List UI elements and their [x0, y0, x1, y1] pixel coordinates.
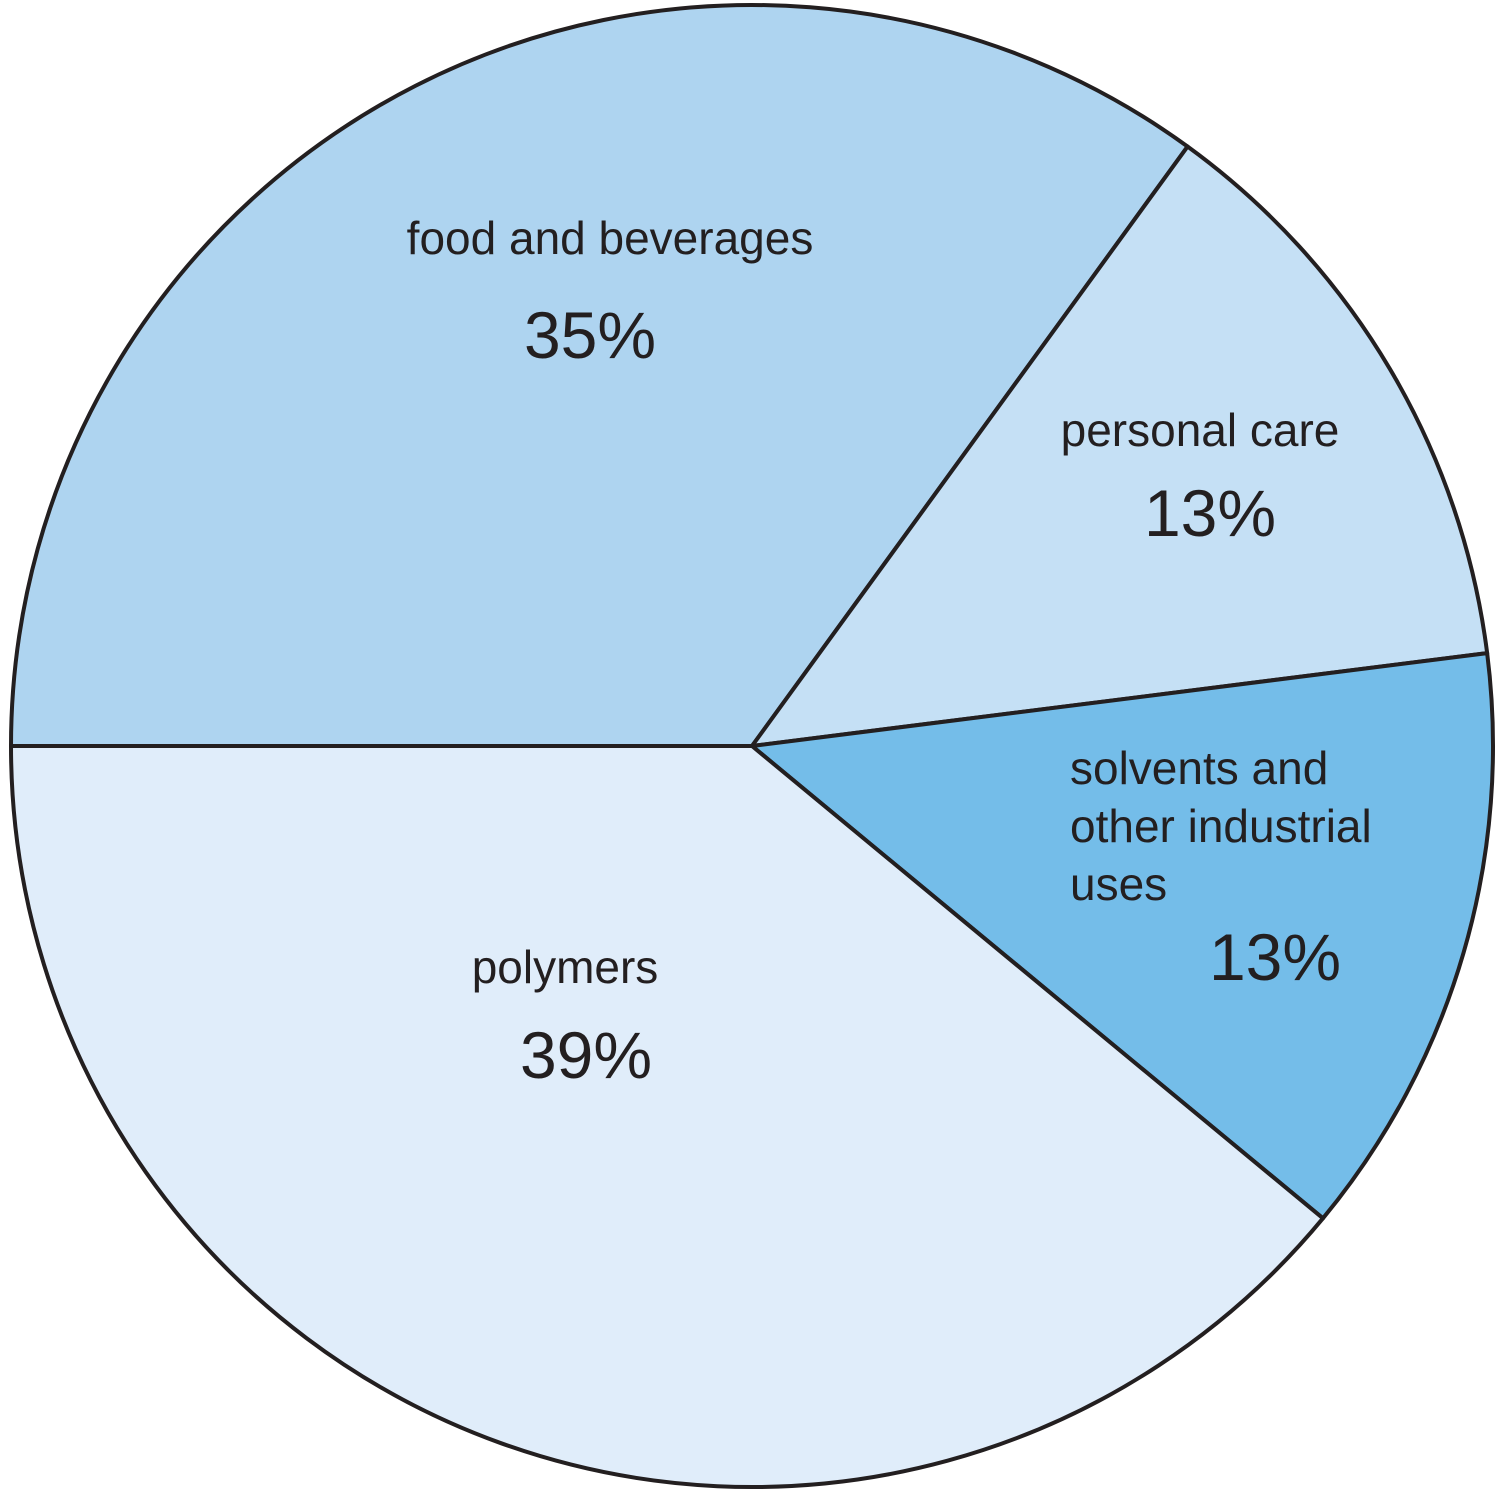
pie-slice [9, 744, 1325, 1489]
pie-slice [9, 3, 1190, 748]
value-label: 13% [1208, 920, 1342, 994]
slice-label: polymers [471, 941, 659, 993]
pie-slice [750, 144, 1490, 748]
slice-label: food and beverages [406, 212, 814, 264]
value-label: 35% [523, 298, 657, 372]
value-label: 13% [1143, 476, 1277, 550]
slice-label: solvents and other industrial uses [1070, 742, 1372, 910]
pie-slice [750, 651, 1495, 1221]
slice-label: personal care [1060, 404, 1340, 456]
value-label: 39% [519, 1018, 653, 1092]
